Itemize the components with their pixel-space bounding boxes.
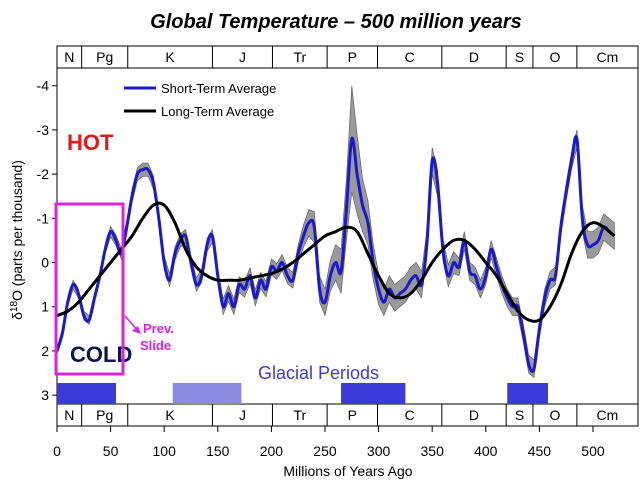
glacial-bar [507,383,548,404]
highlight-box [54,202,125,376]
period-top-label: K [165,49,175,65]
glacial-bar [172,383,242,404]
period-bottom-label: D [469,407,479,423]
legend: Short-Term Average Long-Term Average [124,81,276,119]
hot-annotation: HOT [67,130,114,155]
y-axis-label-sup: 18 [9,301,20,313]
period-bottom-label: S [515,407,524,423]
x-tick-label: 0 [53,443,61,459]
x-tick-label: 350 [421,443,445,459]
period-top-label: C [405,49,415,65]
x-tick-label: 500 [581,443,605,459]
x-tick-label: 50 [103,443,119,459]
long-term-average-line [56,201,616,323]
period-top-label: Tr [293,49,306,65]
x-axis-ticks: 0 50 100 150 200 250 300 350 400 450 500 [53,426,605,459]
y-tick-label: 2 [41,343,49,359]
period-top-label: S [515,49,524,65]
chart-title: Global Temperature – 500 million years [150,11,522,33]
legend-label-short-term: Short-Term Average [161,81,276,96]
y-tick-label: -2 [37,166,50,182]
glacial-periods-label: Glacial Periods [258,363,379,383]
glacial-bar [341,383,406,404]
period-top-label: P [348,49,357,65]
x-tick-label: 250 [313,443,337,459]
short-term-average-line [55,135,616,373]
prev-slide-line2: Slide [140,338,171,353]
y-axis-ticks: -4 -3 -2 -1 0 1 2 3 [37,78,57,403]
period-bottom-label: J [239,407,246,423]
period-bottom-label: O [549,407,560,423]
glacial-bar [57,383,116,404]
period-top-label: Cm [597,49,619,65]
y-axis-label: δ18O (parts per thousand) [9,160,25,320]
prev-slide-line1: Prev. [143,321,174,336]
period-bottom-label: P [348,407,357,423]
period-bottom-label: Cm [597,407,619,423]
series-layer [55,135,616,373]
period-bottom-label: N [64,407,74,423]
period-bottom-label: Pg [96,407,113,423]
x-tick-label: 300 [367,443,391,459]
y-tick-label: -3 [37,122,50,138]
uncertainty-band [56,85,615,379]
period-top-label: D [469,49,479,65]
uncertainty-band-area [56,85,615,379]
x-tick-label: 400 [474,443,498,459]
y-tick-label: 0 [41,255,49,271]
period-top-label: J [239,49,246,65]
legend-label-long-term: Long-Term Average [161,104,274,119]
x-tick-label: 200 [260,443,284,459]
y-axis-label-delta: δ [9,312,25,320]
y-tick-label: -1 [37,210,50,226]
highlight-arrow-head [132,326,141,334]
period-bottom-label: C [405,407,415,423]
x-tick-label: 450 [528,443,552,459]
plot-frame [56,67,639,405]
x-tick-label: 150 [206,443,230,459]
period-bottom-label: Tr [293,407,306,423]
period-bar-bottom: N Pg K J Tr P C D S O Cm [56,403,639,427]
period-top-label: N [64,49,74,65]
x-axis-label: Millions of Years Ago [283,463,412,479]
y-tick-label: -4 [37,78,50,94]
y-axis-label-rest: O (parts per thousand) [9,160,25,301]
x-tick-label: 100 [153,443,177,459]
period-bottom-label: K [165,407,175,423]
period-top-label: Pg [96,49,113,65]
glacial-bars [57,383,548,404]
period-top-label: O [549,49,560,65]
period-bar-top: N Pg K J Tr P C D S O Cm [56,45,639,69]
y-tick-label: 1 [41,299,49,315]
y-tick-label: 3 [41,387,49,403]
